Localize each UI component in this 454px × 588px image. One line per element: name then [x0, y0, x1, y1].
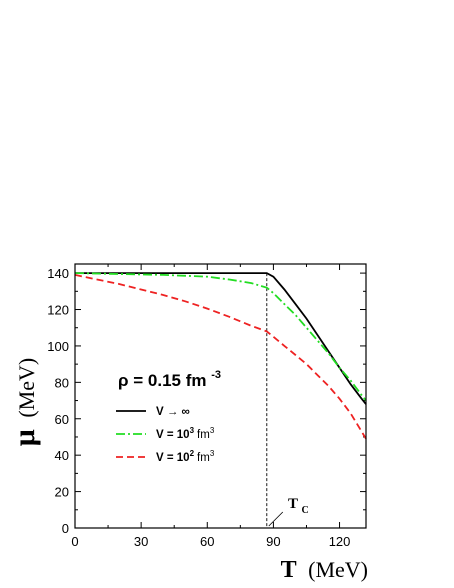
legend-label-infinite: V → ∞	[156, 406, 190, 418]
x-axis-unit: (MeV)	[308, 557, 368, 582]
plot-lines	[74, 272, 367, 440]
tc-label-main: T	[288, 496, 298, 512]
series-line-1	[74, 272, 367, 402]
y-tick-label: 80	[55, 375, 69, 390]
y-tick-label: 0	[62, 521, 69, 536]
x-tick-label: 60	[200, 534, 214, 549]
series-line-2	[74, 274, 367, 440]
legend-item-1e3: V = 103 fm3	[116, 426, 215, 441]
tick-labels: 0 30 60 90 120 0 20 40 60 80 100 120 140	[47, 266, 350, 549]
plot-frame	[74, 263, 367, 529]
legend: V → ∞ V = 103 fm3 V = 102 fm3	[116, 406, 215, 464]
tc-label-sub: C	[301, 505, 308, 516]
legend-item-1e2: V = 102 fm3	[116, 449, 215, 464]
y-axis-title: μ (MeV)	[8, 358, 41, 446]
tc-pointer	[268, 511, 284, 527]
x-tick-label: 0	[71, 534, 78, 549]
y-tick-label: 120	[47, 303, 69, 318]
y-tick-label: 60	[55, 412, 69, 427]
density-annotation: ρ = 0.15 fm -3	[118, 369, 221, 390]
y-axis-unit: (MeV)	[14, 358, 39, 418]
svg-text:T (MeV): T (MeV)	[281, 557, 368, 583]
svg-text:μ (MeV): μ (MeV)	[8, 358, 41, 446]
y-tick-label: 40	[55, 448, 69, 463]
legend-label-1e3: V = 103 fm3	[156, 426, 215, 441]
axis-ticks	[74, 264, 366, 529]
series-line-0	[75, 272, 367, 405]
x-tick-label: 30	[134, 534, 148, 549]
legend-item-infinite: V → ∞	[116, 406, 190, 418]
y-tick-label: 20	[55, 485, 69, 500]
x-tick-label: 90	[266, 534, 280, 549]
y-axis-symbol: μ	[8, 429, 41, 446]
y-tick-label: 140	[47, 266, 69, 281]
density-annotation-text: ρ = 0.15 fm	[118, 371, 206, 390]
y-tick-label: 100	[47, 339, 69, 354]
x-axis-symbol: T	[281, 557, 297, 583]
x-axis-title: T (MeV)	[281, 557, 368, 583]
tc-label-text: T C	[288, 496, 309, 516]
tc-label: T C	[268, 496, 309, 527]
legend-label-1e2: V = 102 fm3	[156, 449, 215, 464]
density-annotation-exponent: -3	[211, 369, 221, 381]
x-tick-label: 120	[329, 534, 351, 549]
